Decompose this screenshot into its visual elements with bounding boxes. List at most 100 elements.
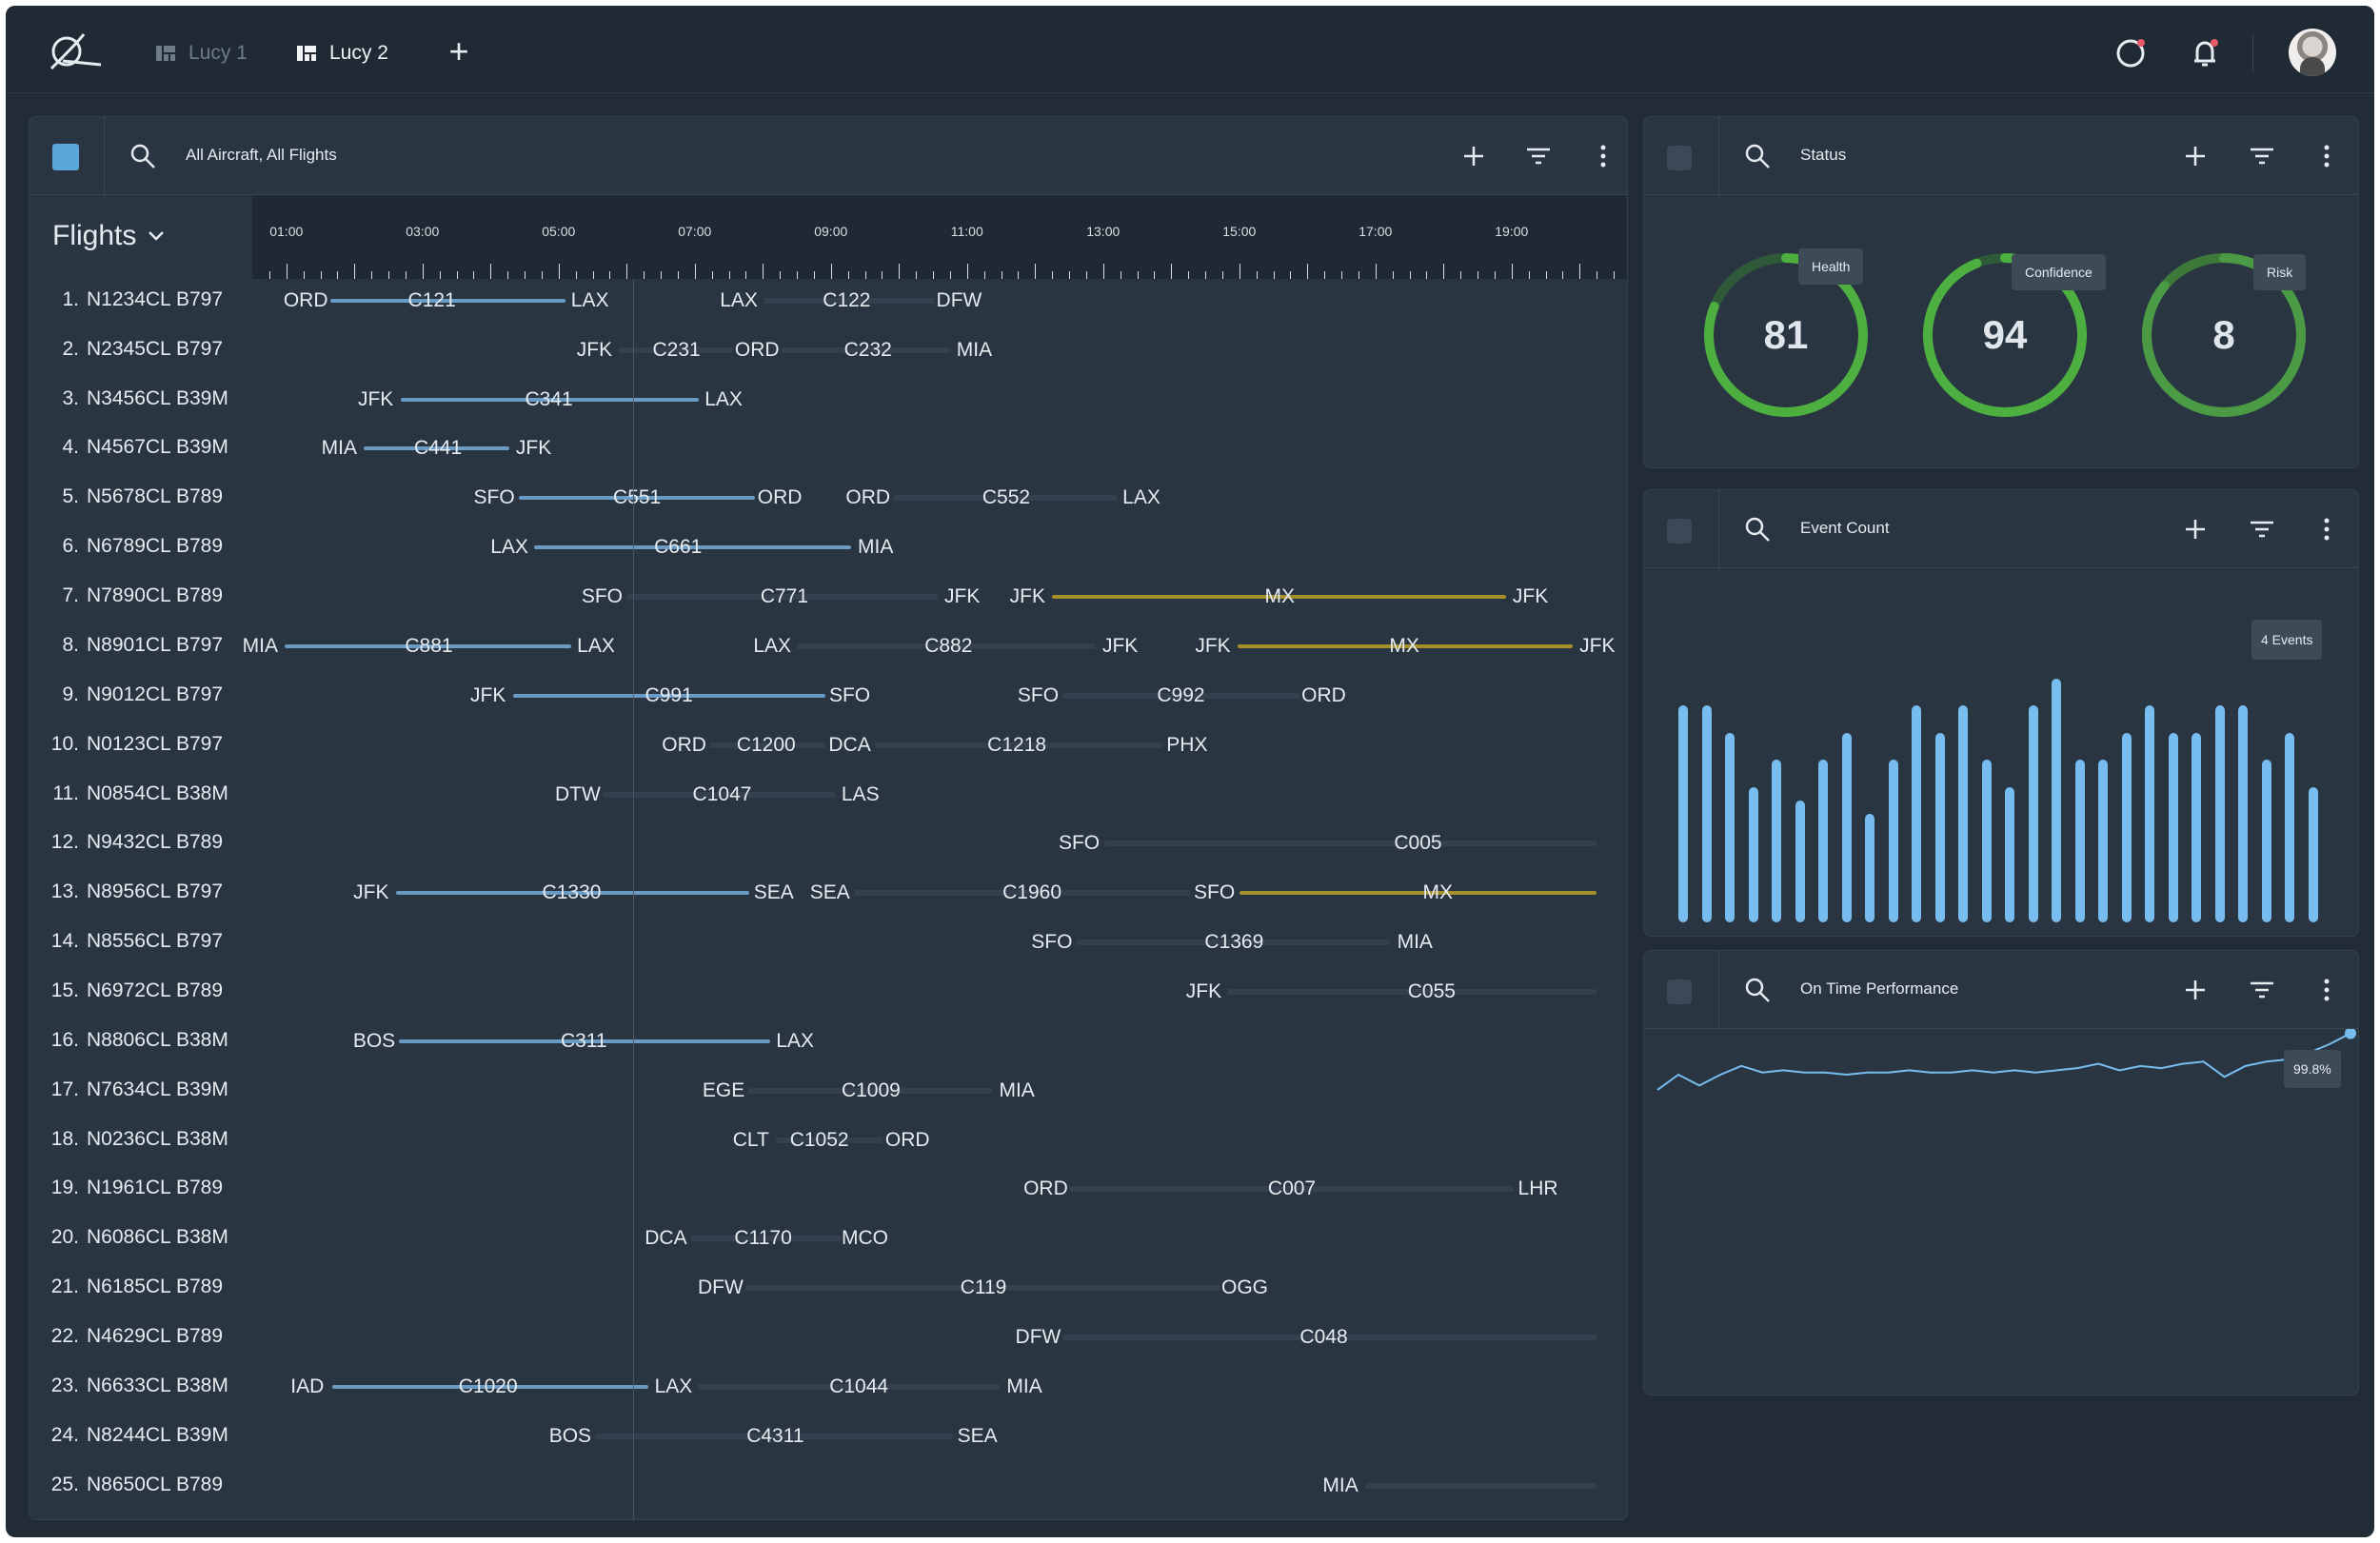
flights-dropdown[interactable]: Flights [52, 220, 165, 252]
filter-icon[interactable] [2246, 974, 2278, 1006]
add-icon[interactable] [1458, 140, 1490, 172]
aircraft-row-label[interactable]: 23. N6633CL B38M [47, 1375, 228, 1397]
flight-number[interactable]: MX [1264, 585, 1295, 608]
flight-bar[interactable] [874, 742, 1162, 748]
search-icon[interactable] [129, 142, 157, 170]
aircraft-row-label[interactable]: 1. N1234CL B797 [47, 288, 223, 311]
aircraft-row-label[interactable]: 19. N1961CL B789 [47, 1177, 223, 1199]
aircraft-row-label[interactable]: 2. N2345CL B797 [47, 338, 223, 361]
flight-number[interactable]: C311 [560, 1029, 607, 1052]
flight-bar[interactable] [748, 1087, 993, 1094]
aircraft-row-label[interactable]: 18. N0236CL B38M [47, 1128, 228, 1151]
latest-point[interactable] [2345, 1029, 2356, 1039]
event-bar[interactable] [2098, 760, 2108, 922]
flight-number[interactable]: C1009 [841, 1078, 901, 1101]
flight-number[interactable]: C119 [960, 1276, 1007, 1299]
flight-bar[interactable] [1103, 841, 1597, 847]
flight-bar[interactable] [395, 891, 749, 896]
aircraft-row-label[interactable]: 16. N8806CL B38M [47, 1029, 228, 1052]
add-icon[interactable] [2179, 140, 2211, 172]
flight-number[interactable]: MX [1389, 634, 1419, 657]
event-bar[interactable] [1772, 760, 1781, 922]
aircraft-row-label[interactable]: 21. N6185CL B789 [47, 1276, 223, 1298]
aircraft-row-label[interactable]: 22. N4629CL B789 [47, 1325, 223, 1348]
event-bar[interactable] [2005, 786, 2014, 922]
flight-bar[interactable] [400, 397, 700, 402]
aircraft-row-label[interactable]: 3. N3456CL B39M [47, 387, 228, 410]
event-bar[interactable] [2028, 705, 2038, 922]
flight-bar[interactable] [534, 545, 851, 550]
search-icon[interactable] [1743, 976, 1772, 1004]
flight-bar[interactable] [708, 742, 825, 748]
flight-bar[interactable] [892, 495, 1117, 502]
aircraft-row-label[interactable]: 13. N8956CL B797 [47, 880, 223, 903]
flight-number[interactable]: MX [1422, 881, 1453, 904]
flight-number[interactable]: C121 [407, 288, 456, 311]
flight-bar[interactable] [1076, 940, 1391, 946]
more-menu-icon[interactable] [1587, 140, 1619, 172]
flight-bar[interactable] [797, 643, 1096, 649]
flight-number[interactable]: C992 [1157, 683, 1205, 706]
panel-select-checkbox[interactable] [1667, 146, 1692, 170]
flight-bar[interactable] [602, 791, 836, 798]
tab-lucy-2[interactable]: Lucy 2 [297, 38, 388, 69]
aircraft-row-label[interactable]: 7. N7890CL B789 [47, 584, 223, 607]
flight-number[interactable]: C122 [823, 288, 871, 311]
flight-number[interactable]: C232 [843, 338, 892, 361]
event-bar[interactable] [2214, 705, 2225, 922]
event-bar[interactable] [1888, 760, 1898, 922]
event-bar[interactable] [1725, 732, 1735, 922]
add-tab-button[interactable]: + [448, 31, 469, 70]
event-bar[interactable] [2168, 732, 2178, 922]
aircraft-row-label[interactable]: 25. N8650CL B789 [47, 1474, 223, 1496]
event-bar[interactable] [2261, 760, 2271, 922]
flight-bar[interactable] [330, 298, 565, 303]
aircraft-row-label[interactable]: 8. N8901CL B797 [47, 634, 223, 657]
aircraft-row-label[interactable]: 10. N0123CL B797 [47, 733, 223, 756]
flight-number[interactable]: C1170 [734, 1227, 792, 1250]
aircraft-row-label[interactable]: 15. N6972CL B789 [47, 979, 223, 1002]
more-menu-icon[interactable] [2311, 140, 2343, 172]
event-bar[interactable] [2308, 786, 2318, 922]
aircraft-row-label[interactable]: 4. N4567CL B39M [47, 436, 228, 459]
flight-number[interactable]: C231 [652, 338, 701, 361]
flight-bar[interactable] [690, 1236, 841, 1242]
flight-number[interactable]: C552 [982, 486, 1031, 509]
filter-icon[interactable] [2246, 140, 2278, 172]
event-bar[interactable] [1934, 732, 1945, 922]
user-avatar[interactable] [2289, 29, 2336, 76]
flight-number[interactable]: C551 [613, 486, 662, 509]
event-bar[interactable] [1841, 732, 1852, 922]
flight-bar[interactable] [1228, 988, 1597, 995]
flight-bar[interactable] [764, 297, 935, 304]
aircraft-row-label[interactable]: 9. N9012CL B797 [47, 683, 223, 706]
flight-number[interactable]: C1020 [458, 1375, 518, 1397]
event-bar[interactable] [1795, 800, 1805, 922]
search-icon[interactable] [1743, 142, 1772, 170]
event-bar[interactable] [1818, 760, 1828, 922]
flight-bar[interactable] [1062, 1335, 1597, 1341]
aircraft-row-label[interactable]: 11. N0854CL B38M [47, 782, 228, 805]
flight-bar[interactable] [399, 1039, 771, 1043]
tab-lucy-1[interactable]: Lucy 1 [156, 38, 248, 69]
aircraft-row-label[interactable]: 6. N6789CL B789 [47, 535, 223, 558]
flight-bar[interactable] [285, 643, 572, 648]
flight-number[interactable]: C055 [1407, 979, 1456, 1002]
aircraft-row-label[interactable]: 5. N5678CL B789 [47, 485, 223, 508]
panel-select-checkbox[interactable] [1667, 519, 1692, 544]
search-filter-text[interactable]: All Aircraft, All Flights [186, 146, 337, 164]
flight-bar[interactable] [1062, 692, 1299, 699]
flight-number[interactable]: C661 [654, 536, 703, 559]
flight-bar[interactable] [1365, 1482, 1597, 1489]
event-bar[interactable] [2052, 678, 2061, 922]
flight-bar[interactable] [782, 346, 950, 353]
event-bar[interactable] [2145, 705, 2154, 922]
event-bar[interactable] [1865, 814, 1874, 922]
event-bar[interactable] [2238, 705, 2248, 922]
flight-bar[interactable] [594, 1433, 953, 1439]
panel-select-checkbox[interactable] [52, 144, 79, 170]
flight-number[interactable]: C4311 [746, 1424, 804, 1447]
flight-bar[interactable] [364, 446, 509, 451]
bell-icon[interactable] [2186, 34, 2224, 72]
event-bar[interactable] [1958, 705, 1968, 922]
